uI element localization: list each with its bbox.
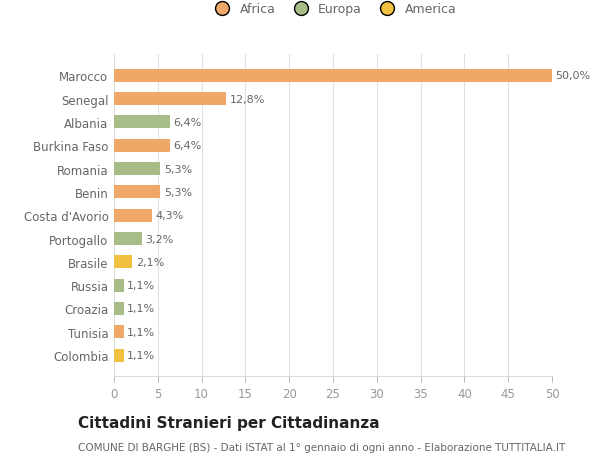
- Text: Cittadini Stranieri per Cittadinanza: Cittadini Stranieri per Cittadinanza: [78, 415, 380, 431]
- Text: 6,4%: 6,4%: [173, 141, 202, 151]
- Text: 12,8%: 12,8%: [230, 95, 265, 104]
- Text: 5,3%: 5,3%: [164, 187, 192, 197]
- Bar: [114, 256, 133, 269]
- Bar: [114, 93, 226, 106]
- Text: 4,3%: 4,3%: [155, 211, 184, 221]
- Bar: [114, 349, 124, 362]
- Text: 3,2%: 3,2%: [146, 234, 174, 244]
- Text: 50,0%: 50,0%: [556, 71, 590, 81]
- Bar: [114, 233, 142, 246]
- Text: 5,3%: 5,3%: [164, 164, 192, 174]
- Bar: [114, 279, 124, 292]
- Bar: [114, 70, 552, 83]
- Bar: [114, 163, 160, 176]
- Bar: [114, 116, 170, 129]
- Legend: Africa, Europa, America: Africa, Europa, America: [210, 4, 456, 17]
- Text: 1,1%: 1,1%: [127, 280, 155, 291]
- Bar: [114, 209, 152, 222]
- Text: 2,1%: 2,1%: [136, 257, 164, 267]
- Text: COMUNE DI BARGHE (BS) - Dati ISTAT al 1° gennaio di ogni anno - Elaborazione TUT: COMUNE DI BARGHE (BS) - Dati ISTAT al 1°…: [78, 442, 565, 452]
- Bar: [114, 326, 124, 338]
- Text: 1,1%: 1,1%: [127, 327, 155, 337]
- Bar: [114, 186, 160, 199]
- Text: 1,1%: 1,1%: [127, 304, 155, 314]
- Bar: [114, 140, 170, 152]
- Text: 1,1%: 1,1%: [127, 350, 155, 360]
- Bar: [114, 302, 124, 315]
- Text: 6,4%: 6,4%: [173, 118, 202, 128]
